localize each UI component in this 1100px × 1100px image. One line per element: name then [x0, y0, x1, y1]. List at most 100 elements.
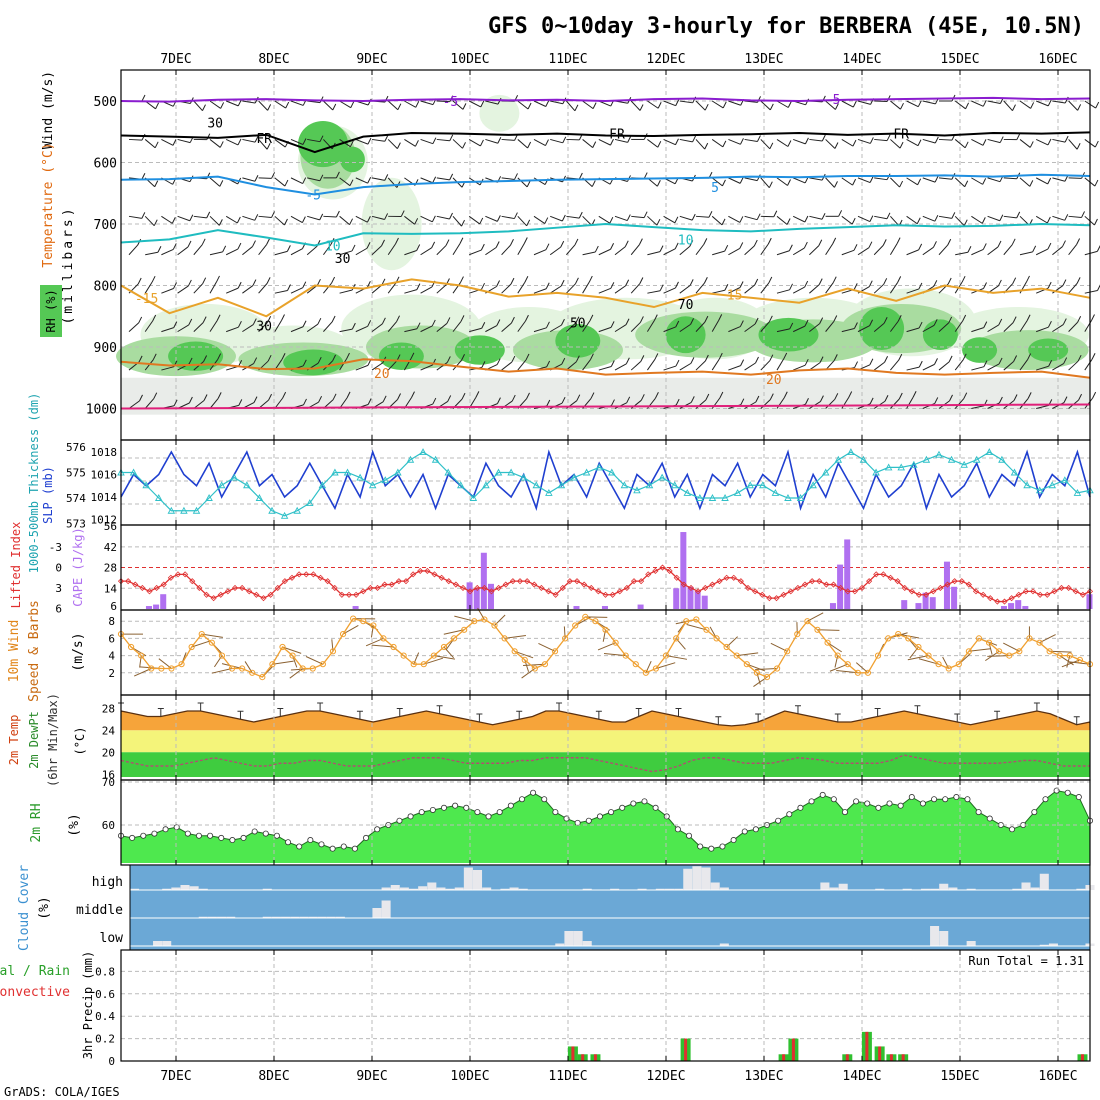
wind-speed-marker	[541, 661, 549, 668]
wind-barb	[647, 139, 659, 148]
wind-barb	[268, 393, 273, 401]
temp-minmax-bar	[595, 710, 602, 720]
wind-barb	[962, 314, 967, 322]
wind-barb	[900, 102, 904, 110]
wind-speed-marker	[713, 635, 720, 642]
rh2m-marker	[919, 800, 926, 807]
wind-barb	[550, 138, 563, 144]
wind-barb	[307, 177, 320, 182]
wind-barb	[411, 391, 415, 398]
wind-barb	[1016, 211, 1021, 219]
wind-barb	[302, 320, 307, 327]
li-marker	[1008, 595, 1015, 602]
wind-barb	[145, 251, 159, 256]
rh2m-marker	[841, 809, 848, 816]
wind-barb	[582, 215, 593, 226]
rh-legend-swatch	[40, 285, 62, 337]
wind-speed-marker	[410, 661, 417, 668]
wind-barb	[517, 243, 525, 255]
rh2m-marker	[407, 813, 414, 820]
wind-barb	[154, 141, 159, 149]
wind-barb	[906, 396, 914, 409]
wind-barb	[938, 177, 952, 180]
wind-barb	[769, 103, 774, 111]
li-marker	[1044, 591, 1051, 598]
thickness-marker	[708, 494, 717, 501]
wind-barb	[582, 320, 591, 332]
precip-conv-bar	[1081, 1054, 1084, 1061]
wind-barb	[495, 241, 500, 248]
li-marker	[1022, 588, 1029, 595]
wind-barb	[982, 243, 987, 250]
wind-speed-marker	[1036, 639, 1043, 646]
rh2m-marker	[830, 796, 837, 803]
li-marker	[659, 564, 666, 571]
y-tick-label: 70	[102, 776, 115, 789]
wind-barb	[598, 326, 612, 333]
rh-contour-region	[1028, 338, 1069, 362]
cape-bar	[680, 532, 687, 609]
li-marker	[851, 588, 858, 595]
wind-speed-marker	[208, 639, 215, 646]
wind-barb	[420, 325, 433, 333]
wind-barb	[922, 215, 936, 222]
thickness-marker	[834, 455, 843, 463]
wind-barb	[387, 360, 398, 371]
wind-barb	[744, 215, 758, 221]
rh2m-marker	[719, 843, 726, 850]
cape-bar	[466, 582, 473, 609]
cloud-bar	[226, 916, 236, 918]
thickness-marker	[947, 455, 956, 463]
wind-barb	[760, 177, 770, 189]
wind-barb	[153, 392, 158, 399]
wind-barb	[225, 248, 239, 256]
wind-speed-marker	[168, 665, 175, 672]
li-marker	[253, 591, 260, 598]
wind-speed-marker	[461, 626, 468, 633]
thickness-marker	[582, 468, 591, 476]
li-marker	[317, 574, 324, 581]
rh2m-marker	[752, 826, 759, 833]
rh2m-marker	[229, 837, 236, 844]
rh2m-marker	[173, 824, 180, 831]
wind-speed-marker	[299, 665, 306, 672]
rh-contour-region	[859, 307, 905, 351]
wind-barb	[869, 137, 874, 144]
wind-barb	[267, 316, 272, 323]
y-tick-label: 700	[94, 218, 117, 233]
wind-barb	[188, 396, 193, 404]
wind-barb	[349, 218, 354, 225]
cloud-bar	[427, 882, 437, 890]
wind-barb	[188, 318, 193, 326]
wind-barb	[598, 215, 611, 224]
wind-barb	[193, 322, 204, 332]
thickness-marker	[457, 481, 465, 489]
wind-barb	[728, 138, 741, 145]
wind10m-barb	[523, 663, 545, 666]
wind-barb	[236, 216, 241, 224]
li-marker	[573, 578, 581, 585]
wind-barb	[161, 138, 174, 146]
thickness-marker	[1010, 468, 1019, 476]
li-marker	[823, 581, 830, 588]
cape-bar	[837, 564, 844, 609]
wind-barb	[187, 240, 192, 248]
rh-contour-region	[555, 324, 601, 358]
wind-barb	[1016, 133, 1021, 140]
wind-barb	[462, 142, 466, 149]
wind-barb	[1019, 251, 1033, 256]
wind-barb	[339, 358, 347, 371]
wind-speed-marker	[915, 643, 922, 651]
wind-barb	[755, 356, 759, 364]
wind-barb	[626, 396, 631, 404]
wind-barb	[834, 181, 838, 188]
wind-barb	[242, 246, 253, 256]
li-marker	[630, 578, 638, 585]
cloud-bar	[1030, 887, 1040, 890]
rh2m-marker	[1009, 826, 1016, 833]
li-marker	[345, 591, 353, 598]
wind-barb	[647, 100, 659, 109]
temp-minmax-bar	[834, 713, 841, 722]
wind-barb	[704, 142, 709, 150]
wind-barb	[510, 316, 515, 324]
